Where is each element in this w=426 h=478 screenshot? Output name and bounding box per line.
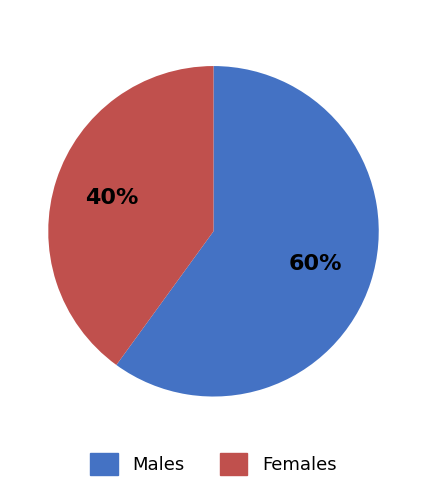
- Text: 40%: 40%: [84, 188, 138, 208]
- Legend: Males, Females: Males, Females: [83, 446, 343, 478]
- Wedge shape: [48, 66, 213, 365]
- Wedge shape: [116, 66, 378, 397]
- Text: 60%: 60%: [288, 254, 342, 274]
